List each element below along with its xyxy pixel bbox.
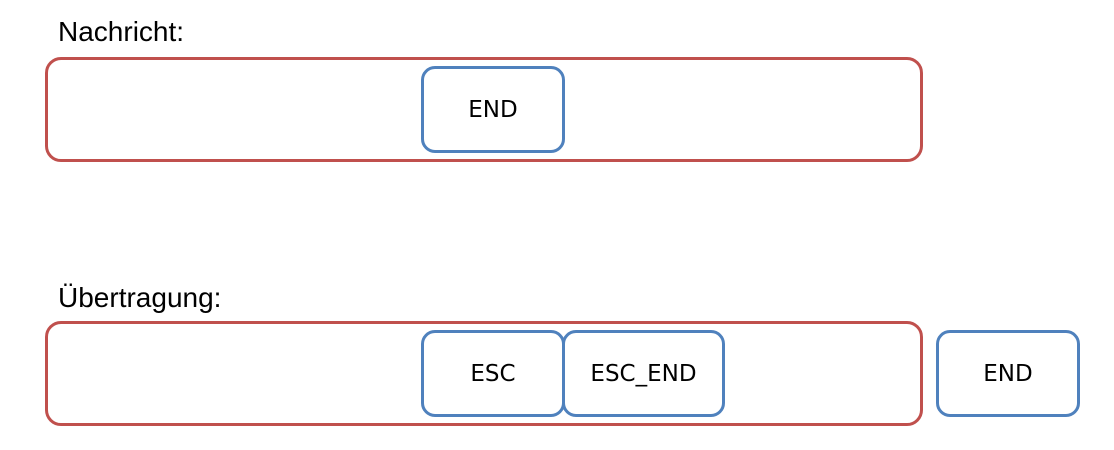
message-label: Nachricht:: [58, 16, 185, 47]
message-byte-end: END: [421, 66, 565, 153]
transmission-byte-esc-end: ESC_END: [562, 330, 725, 417]
transmission-label: Übertragung:: [58, 282, 222, 313]
transmission-byte-esc: ESC: [421, 330, 565, 417]
transmission-trailing-byte-end: END: [936, 330, 1080, 417]
